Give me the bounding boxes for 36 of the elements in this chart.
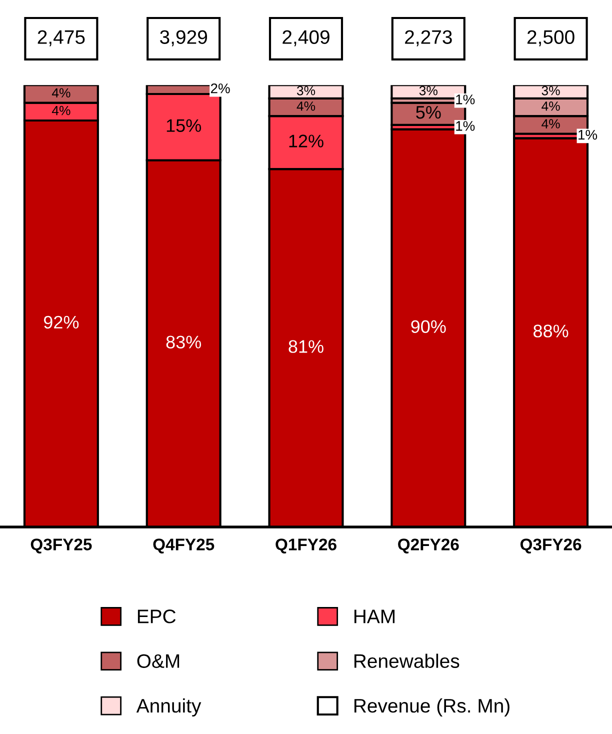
text: 3,929 (160, 30, 208, 46)
text: 2,475 (38, 30, 85, 46)
x-tick-label: Q2FY26 (398, 538, 459, 554)
data-label: 12% (289, 134, 324, 148)
text: 2,500 (527, 30, 574, 46)
data-label: 1% (456, 94, 475, 104)
data-label: 5% (416, 106, 441, 119)
data-label: 90% (411, 320, 446, 334)
text: Revenue (Rs. Mn) (354, 698, 510, 716)
text: 2,409 (282, 30, 330, 46)
data-label: 4% (542, 119, 560, 128)
data-label: 1% (456, 121, 475, 131)
data-label: 4% (52, 88, 70, 98)
data-label: 3% (419, 86, 438, 96)
x-tick-label: Q3FY26 (520, 538, 582, 554)
data-label: 4% (296, 101, 316, 111)
data-label: 88% (534, 324, 568, 338)
legend-label: Annuity (136, 698, 202, 716)
x-tick-label: Q4FY25 (153, 538, 214, 554)
legend-label: HAM (354, 610, 394, 624)
x-tick-label: Q1FY26 (276, 538, 336, 554)
data-label: 4% (52, 106, 70, 116)
legend-label: Renewables (354, 654, 460, 668)
data-label: 1% (578, 130, 598, 140)
data-label: 4% (542, 101, 560, 111)
x-tick-label: Q3FY25 (30, 538, 92, 554)
legend-label: EPC (138, 610, 176, 624)
data-label: 3% (296, 86, 316, 96)
data-label: 81% (288, 340, 324, 353)
data-label: 3% (542, 86, 560, 96)
data-label: 92% (44, 316, 79, 329)
data-label: 2% (210, 83, 230, 94)
text: 2,273 (405, 30, 452, 46)
legend-label: O&M (137, 654, 180, 668)
data-label: 15% (166, 119, 202, 132)
data-label: 83% (166, 336, 202, 348)
